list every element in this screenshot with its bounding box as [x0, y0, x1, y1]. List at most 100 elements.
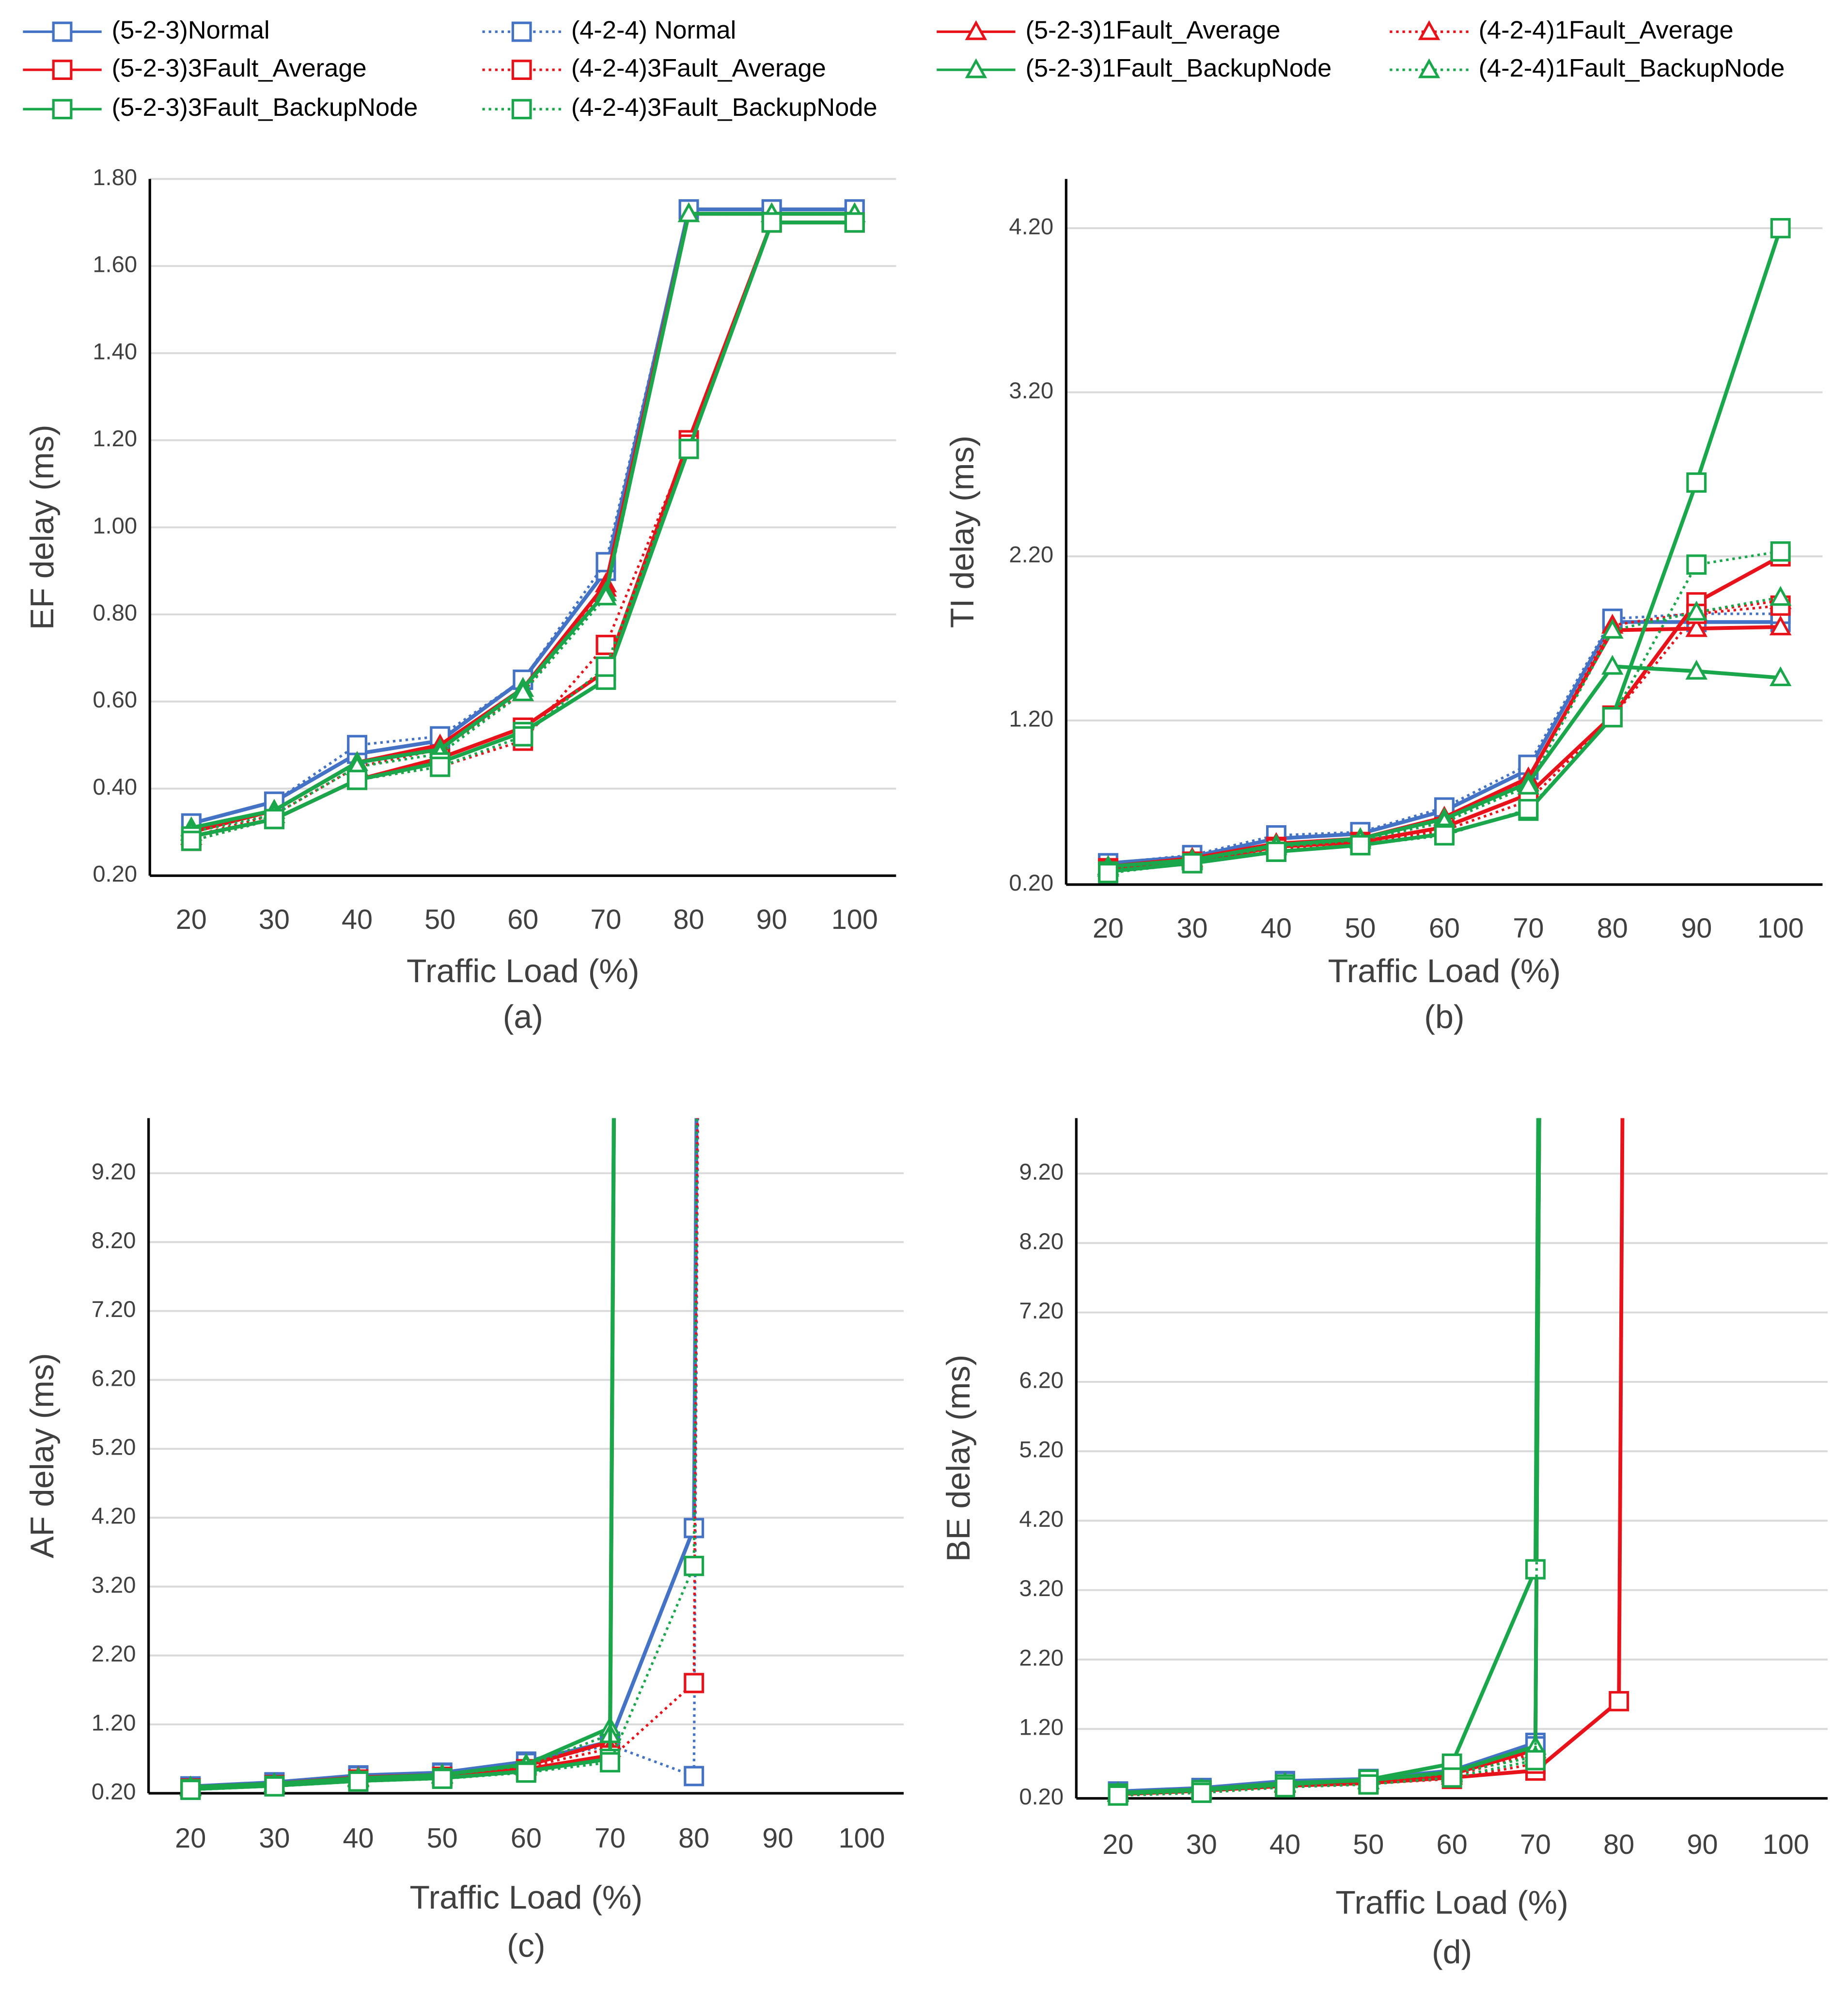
y-tick-label: 2.20 — [92, 1641, 136, 1666]
plot — [179, 1118, 705, 1800]
x-axis-title: Traffic Load (%) — [1335, 1884, 1568, 1921]
y-tick-label: 1.20 — [93, 425, 137, 451]
x-tick-label: 50 — [1353, 1829, 1384, 1860]
x-axis-title: Traffic Load (%) — [407, 953, 640, 989]
marker — [430, 756, 451, 777]
y-tick-label: 7.20 — [92, 1296, 136, 1322]
legend-label: (4-2-4)3Fault_BackupNode — [571, 94, 877, 122]
x-tick-label: 90 — [762, 1823, 793, 1854]
marker — [1685, 600, 1708, 621]
marker — [684, 1673, 705, 1693]
x-tick-label: 40 — [1261, 913, 1292, 944]
y-tick-label: 6.20 — [92, 1365, 136, 1391]
y-tick-label: 9.20 — [92, 1159, 136, 1184]
y-tick-label: 1.00 — [93, 513, 137, 538]
x-tick-label: 60 — [507, 904, 538, 935]
marker — [264, 809, 284, 830]
legend-label: (4-2-4)1Fault_Average — [1479, 16, 1734, 44]
x-tick-label: 70 — [1520, 1829, 1551, 1860]
y-tick-label: 1.40 — [93, 338, 137, 364]
x-tick-label: 80 — [1597, 913, 1628, 944]
marker — [684, 1518, 705, 1538]
legend-marker — [52, 21, 73, 42]
x-tick-label: 30 — [1176, 913, 1207, 944]
marker — [1108, 1785, 1128, 1806]
marker — [761, 212, 782, 233]
marker — [1441, 1767, 1462, 1788]
marker — [181, 830, 202, 851]
chart: 0.20 1.20 2.20 3.20 4.20 5.20 6.20 7.20 8.20 9.20… — [24, 1118, 904, 1964]
legend-label: (5-2-3)3Fault_BackupNode — [112, 94, 418, 122]
chart: 0.20 1.20 2.20 3.20 4.20 20 30 40 50 60 70 80 90 100 T… — [944, 179, 1823, 1035]
x-axis-title: Traffic Load (%) — [410, 1879, 643, 1916]
y-tick-label: 2.20 — [1019, 1645, 1064, 1670]
marker — [264, 1776, 285, 1797]
y-tick-label: 0.40 — [93, 774, 137, 799]
x-axis-title: Traffic Load (%) — [1328, 953, 1561, 989]
plot — [180, 199, 866, 851]
legend-label: (5-2-3)1Fault_BackupNode — [1026, 54, 1332, 82]
marker — [180, 1779, 201, 1800]
y-axis-title: BE delay (ms) — [940, 1355, 977, 1562]
y-axis-title: EF delay (ms) — [24, 424, 61, 630]
y-tick-label: 1.20 — [1019, 1714, 1064, 1740]
marker — [844, 212, 865, 233]
chart: 0.20 0.40 0.60 0.80 1.00 1.20 1.40 1.60 1.80 20 30… — [24, 164, 896, 1035]
y-tick-label: 7.20 — [1019, 1298, 1064, 1323]
legend-marker — [1418, 20, 1441, 40]
x-tick-label: 20 — [1093, 913, 1124, 944]
series-line — [1108, 604, 1781, 871]
y-tick-label: 0.20 — [92, 1778, 136, 1804]
caption: (b) — [1424, 998, 1464, 1035]
y-tick-label: 8.20 — [92, 1227, 136, 1253]
marker — [1434, 825, 1455, 846]
x-tick-label: 60 — [511, 1823, 542, 1854]
caption: (a) — [503, 998, 543, 1035]
marker — [512, 681, 534, 702]
x-tick-label: 80 — [678, 1823, 709, 1854]
legend-marker — [511, 21, 532, 42]
legend-marker — [1418, 58, 1441, 78]
legend-marker — [965, 58, 987, 78]
y-tick-label: 3.20 — [1019, 1575, 1064, 1601]
marker — [1601, 618, 1624, 639]
x-tick-label: 40 — [1269, 1829, 1300, 1860]
y-tick-label: 1.60 — [93, 251, 137, 277]
marker — [600, 1752, 620, 1772]
caption: (d) — [1432, 1934, 1472, 1971]
x-tick-label: 50 — [424, 904, 455, 935]
legend-label: (5-2-3)1Fault_Average — [1026, 16, 1281, 44]
marker — [348, 1771, 369, 1792]
legend-marker — [52, 60, 73, 80]
marker — [1770, 218, 1791, 238]
marker — [1770, 541, 1791, 562]
marker — [677, 202, 700, 222]
legend-marker — [52, 99, 73, 120]
y-tick-label: 2.20 — [1009, 542, 1053, 567]
y-tick-label: 0.20 — [1019, 1784, 1064, 1809]
legend-label: (4-2-4)3Fault_Average — [571, 54, 826, 82]
x-tick-label: 30 — [1186, 1829, 1217, 1860]
marker — [1602, 707, 1623, 728]
x-tick-label: 80 — [1603, 1829, 1634, 1860]
y-tick-label: 1.80 — [93, 164, 137, 190]
y-tick-label: 0.20 — [93, 861, 137, 887]
y-tick-label: 8.20 — [1019, 1228, 1064, 1254]
plot — [1107, 1118, 1629, 1806]
legend-marker — [511, 60, 532, 80]
y-tick-label: 0.80 — [93, 600, 137, 626]
marker — [684, 1555, 705, 1576]
legend-marker — [965, 20, 987, 40]
marker — [684, 1766, 705, 1786]
marker — [595, 656, 616, 677]
y-tick-label: 1.20 — [1009, 705, 1053, 731]
marker — [347, 769, 368, 790]
marker — [1769, 615, 1792, 636]
x-tick-label: 70 — [590, 904, 621, 935]
x-tick-label: 50 — [1345, 913, 1376, 944]
x-tick-label: 40 — [342, 904, 373, 935]
legend-label: (4-2-4)1Fault_BackupNode — [1479, 54, 1785, 82]
y-axis-title: AF delay (ms) — [24, 1353, 61, 1558]
